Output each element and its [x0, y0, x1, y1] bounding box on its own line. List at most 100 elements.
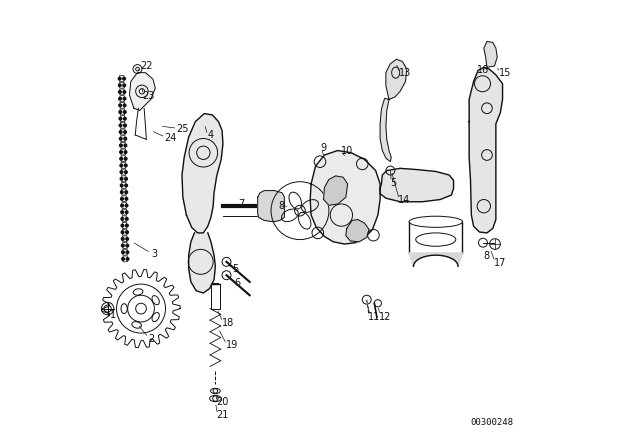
- Circle shape: [120, 191, 123, 194]
- Bar: [120, 136, 125, 142]
- Circle shape: [121, 211, 124, 214]
- Circle shape: [122, 237, 124, 240]
- Circle shape: [119, 131, 122, 134]
- Polygon shape: [484, 42, 497, 67]
- Text: 8: 8: [278, 201, 284, 211]
- Bar: [120, 95, 125, 102]
- Circle shape: [121, 224, 124, 227]
- Bar: [120, 89, 124, 95]
- Text: 17: 17: [494, 258, 506, 268]
- Circle shape: [123, 84, 125, 86]
- Polygon shape: [380, 99, 391, 162]
- Circle shape: [125, 191, 127, 194]
- Text: 6: 6: [234, 278, 241, 288]
- Circle shape: [125, 198, 128, 200]
- Text: 15: 15: [499, 68, 512, 78]
- Text: 12: 12: [379, 312, 391, 322]
- Text: 2: 2: [148, 334, 155, 344]
- Circle shape: [124, 157, 127, 160]
- Text: 14: 14: [398, 195, 411, 205]
- Text: 8: 8: [483, 251, 489, 261]
- Circle shape: [119, 104, 122, 107]
- Polygon shape: [129, 73, 156, 111]
- Circle shape: [125, 204, 128, 207]
- Circle shape: [124, 131, 127, 134]
- Bar: [120, 122, 125, 128]
- Circle shape: [125, 171, 127, 173]
- Circle shape: [120, 177, 123, 180]
- Bar: [122, 189, 126, 195]
- Circle shape: [122, 258, 124, 260]
- Bar: [122, 176, 126, 182]
- Polygon shape: [324, 176, 348, 205]
- Circle shape: [118, 78, 121, 80]
- Circle shape: [121, 218, 124, 220]
- Bar: [120, 129, 125, 135]
- Circle shape: [126, 251, 129, 254]
- Polygon shape: [182, 114, 223, 233]
- Circle shape: [125, 231, 129, 233]
- Bar: [120, 102, 125, 108]
- Circle shape: [123, 97, 126, 100]
- Circle shape: [123, 78, 125, 80]
- Circle shape: [121, 231, 124, 233]
- Bar: [122, 209, 127, 215]
- Circle shape: [122, 251, 124, 254]
- Circle shape: [124, 104, 126, 107]
- Circle shape: [126, 244, 129, 247]
- Bar: [120, 109, 125, 115]
- Bar: [121, 149, 125, 155]
- Bar: [121, 156, 125, 162]
- Polygon shape: [346, 220, 369, 242]
- Polygon shape: [469, 67, 502, 233]
- Bar: [122, 236, 127, 242]
- Bar: [123, 256, 127, 262]
- Polygon shape: [386, 59, 407, 99]
- Circle shape: [125, 211, 128, 214]
- Bar: [120, 76, 124, 82]
- Circle shape: [120, 157, 122, 160]
- Text: 00300248: 00300248: [470, 418, 513, 426]
- Circle shape: [119, 117, 122, 120]
- Circle shape: [126, 258, 129, 260]
- Circle shape: [120, 151, 122, 153]
- Text: 25: 25: [177, 124, 189, 134]
- Text: 3: 3: [151, 249, 157, 259]
- Circle shape: [120, 138, 122, 140]
- Bar: [120, 116, 125, 121]
- Circle shape: [118, 90, 121, 93]
- Bar: [121, 163, 125, 168]
- Text: 7: 7: [238, 199, 244, 209]
- Text: 19: 19: [226, 340, 238, 350]
- Circle shape: [125, 224, 128, 227]
- Bar: [122, 216, 127, 222]
- Bar: [122, 202, 127, 208]
- Bar: [122, 182, 126, 188]
- Bar: [122, 196, 126, 202]
- Circle shape: [124, 138, 127, 140]
- Circle shape: [120, 171, 123, 173]
- Text: 22: 22: [140, 61, 152, 71]
- Text: 11: 11: [368, 312, 380, 322]
- Polygon shape: [258, 190, 284, 222]
- Text: 21: 21: [217, 409, 229, 420]
- Circle shape: [121, 204, 124, 207]
- Text: 5: 5: [232, 263, 238, 274]
- Text: 18: 18: [222, 318, 234, 328]
- Circle shape: [125, 218, 128, 220]
- Text: 5: 5: [390, 177, 397, 188]
- Text: 23: 23: [142, 91, 155, 101]
- Text: 13: 13: [399, 68, 412, 78]
- Circle shape: [124, 111, 126, 113]
- Bar: [211, 284, 220, 309]
- Circle shape: [118, 97, 122, 100]
- Polygon shape: [310, 151, 380, 244]
- Circle shape: [118, 84, 121, 86]
- Circle shape: [124, 151, 127, 153]
- Circle shape: [125, 184, 127, 187]
- Bar: [121, 169, 126, 175]
- Polygon shape: [189, 233, 216, 293]
- Circle shape: [125, 177, 127, 180]
- Circle shape: [120, 184, 123, 187]
- Circle shape: [124, 124, 126, 127]
